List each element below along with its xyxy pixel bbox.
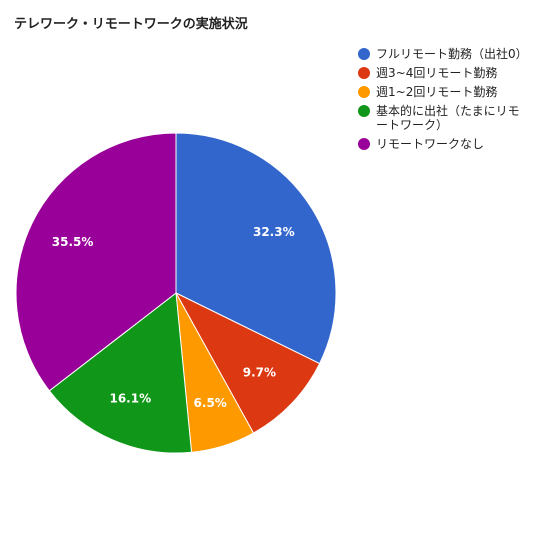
legend-item-1[interactable]: フルリモート勤務（出社0）: [358, 47, 530, 61]
legend-item-3[interactable]: 週1~2回リモート勤務: [358, 85, 530, 99]
pie-labels: 32.3% 9.7% 6.5% 16.1% 35.5%: [52, 225, 295, 410]
legend-label-1: フルリモート勤務（出社0）: [376, 47, 528, 61]
pie-slices: [15, 132, 337, 454]
legend-label-5: リモートワークなし: [376, 137, 485, 151]
chart-legend: フルリモート勤務（出社0） 週3~4回リモート勤務 週1~2回リモート勤務基本的に出…: [358, 47, 530, 156]
legend-label-2: 週3~4回リモート勤務: [376, 66, 498, 80]
slice-value-label-1: 32.3%: [253, 225, 295, 239]
pie-slice-4[interactable]: [48, 292, 193, 454]
legend-swatch-4: [358, 105, 370, 117]
pie-slice-2[interactable]: [174, 291, 321, 434]
legend-swatch-3: [358, 86, 370, 98]
legend-swatch-1: [358, 48, 370, 60]
pie-slice-5[interactable]: [15, 132, 177, 392]
legend-swatch-2: [358, 67, 370, 79]
legend-label-4: 基本的に出社（たまにリモートワーク）: [376, 104, 520, 132]
slice-value-label-2: 9.7%: [243, 366, 276, 380]
legend-item-4[interactable]: 基本的に出社（たまにリモートワーク）: [358, 104, 530, 132]
pie-slice-1[interactable]: [175, 132, 337, 365]
legend-item-2[interactable]: 週3~4回リモート勤務: [358, 66, 530, 80]
slice-value-label-5: 35.5%: [52, 235, 94, 249]
slice-value-label-3: 6.5%: [194, 396, 227, 410]
slice-value-label-4: 16.1%: [109, 392, 151, 406]
legend-item-5[interactable]: リモートワークなし: [358, 137, 530, 151]
legend-swatch-5: [358, 138, 370, 150]
legend-label-3: 週1~2回リモート勤務: [376, 85, 498, 99]
chart-title: テレワーク・リモートワークの実施状況: [14, 17, 248, 32]
